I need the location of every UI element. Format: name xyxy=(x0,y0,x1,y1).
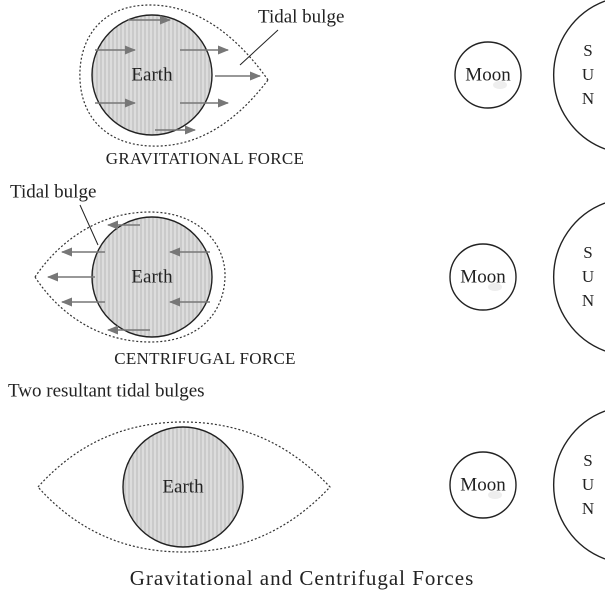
sun-letter: N xyxy=(582,291,594,310)
sun-letter: S xyxy=(583,451,592,470)
sun xyxy=(554,203,605,351)
bulge-label: Tidal bulge xyxy=(10,181,96,202)
figure-title: Gravitational and Centrifugal Forces xyxy=(130,566,475,590)
sun-letter: N xyxy=(582,89,594,108)
sun-letter: S xyxy=(583,41,592,60)
panel-caption: CENTRIFUGAL FORCE xyxy=(114,349,296,368)
diagram: Gravitational and Centrifugal Forces Ear… xyxy=(0,0,605,598)
panel-heading: Two resultant tidal bulges xyxy=(8,380,205,401)
bulge-leader xyxy=(240,30,278,65)
sun-letter: N xyxy=(582,499,594,518)
bulge-label: Tidal bulge xyxy=(258,6,344,27)
earth-label: Earth xyxy=(162,476,204,497)
sun-letter: U xyxy=(582,267,594,286)
bulge-leader xyxy=(80,205,98,245)
sun xyxy=(554,1,605,149)
moon-label: Moon xyxy=(460,474,506,495)
panel-caption: GRAVITATIONAL FORCE xyxy=(106,149,304,168)
moon-label: Moon xyxy=(465,64,511,85)
earth-label: Earth xyxy=(131,266,173,287)
sun xyxy=(554,411,605,559)
sun-letter: U xyxy=(582,65,594,84)
moon-label: Moon xyxy=(460,266,506,287)
earth-label: Earth xyxy=(131,64,173,85)
sun-letter: S xyxy=(583,243,592,262)
sun-letter: U xyxy=(582,475,594,494)
